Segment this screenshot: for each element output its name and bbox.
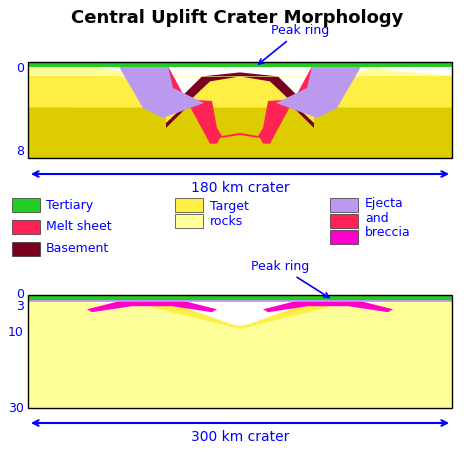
Polygon shape — [28, 308, 452, 408]
Bar — [12, 242, 40, 256]
Text: 10: 10 — [8, 326, 24, 339]
Text: 180 km crater: 180 km crater — [191, 181, 289, 195]
Bar — [28, 295, 452, 408]
Polygon shape — [28, 295, 452, 300]
Polygon shape — [28, 304, 452, 408]
Text: Melt sheet: Melt sheet — [46, 220, 111, 234]
Text: 8: 8 — [16, 145, 24, 158]
Text: Central Uplift Crater Morphology: Central Uplift Crater Morphology — [71, 9, 403, 27]
Bar — [12, 198, 40, 212]
Polygon shape — [168, 66, 312, 144]
Bar — [330, 214, 358, 228]
Bar — [175, 198, 203, 212]
Bar — [330, 198, 358, 212]
Text: 30: 30 — [8, 402, 24, 415]
Polygon shape — [118, 65, 204, 118]
Text: Target
rocks: Target rocks — [210, 200, 249, 228]
Text: 0: 0 — [16, 288, 24, 301]
Text: 3: 3 — [16, 300, 24, 313]
Polygon shape — [87, 298, 217, 312]
Polygon shape — [28, 62, 158, 66]
Polygon shape — [28, 297, 452, 302]
Text: Peak ring: Peak ring — [259, 24, 329, 64]
Text: Basement: Basement — [46, 242, 109, 256]
Text: Tertiary: Tertiary — [46, 198, 93, 212]
Polygon shape — [28, 66, 452, 77]
Bar — [330, 230, 358, 244]
Text: Peak ring: Peak ring — [251, 260, 329, 298]
Text: Ejecta
and
breccia: Ejecta and breccia — [365, 197, 411, 240]
Text: 0: 0 — [16, 62, 24, 75]
Polygon shape — [28, 300, 452, 408]
Polygon shape — [28, 72, 452, 123]
Polygon shape — [28, 62, 452, 67]
Bar — [12, 220, 40, 234]
Bar — [175, 214, 203, 228]
Polygon shape — [28, 76, 452, 158]
Polygon shape — [276, 65, 362, 118]
Bar — [28, 62, 452, 158]
Polygon shape — [263, 298, 393, 312]
Text: 300 km crater: 300 km crater — [191, 430, 289, 444]
Polygon shape — [28, 73, 452, 158]
Polygon shape — [28, 300, 452, 408]
